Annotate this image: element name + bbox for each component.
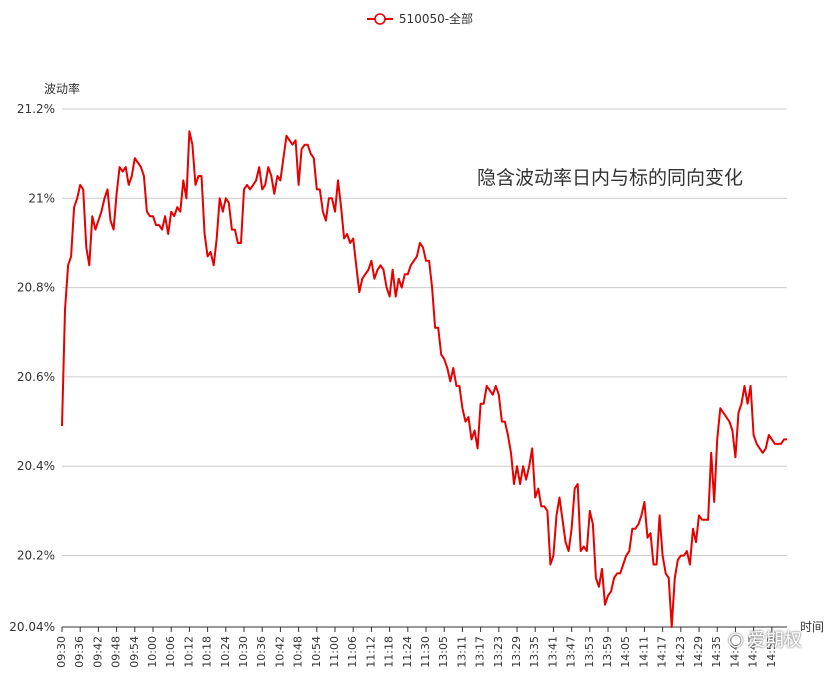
series-line bbox=[61, 130, 787, 628]
watermark-logo-icon: ◉ bbox=[728, 628, 744, 650]
y-tick-label: 20.6% bbox=[17, 370, 55, 384]
x-tick-label: 09:54 bbox=[128, 636, 141, 668]
series-layer bbox=[61, 130, 787, 628]
x-tick-label: 14:11 bbox=[637, 636, 650, 668]
x-tick-label: 13:47 bbox=[565, 636, 578, 668]
x-tick-label: 10:42 bbox=[273, 636, 286, 668]
x-tick-label: 10:54 bbox=[310, 636, 323, 668]
x-tick-label: 14:05 bbox=[619, 636, 632, 668]
x-tick-label: 11:24 bbox=[401, 636, 414, 668]
x-tick-label: 09:48 bbox=[110, 636, 123, 668]
x-tick-label: 14:23 bbox=[674, 636, 687, 668]
x-tick-label: 09:42 bbox=[91, 636, 104, 668]
axes bbox=[61, 626, 787, 632]
x-tick-label: 13:59 bbox=[601, 636, 614, 668]
x-tick-labels: 09:30 09:36 09:42 09:48 09:54 10:00 10:06 10:12… bbox=[55, 636, 778, 668]
x-tick-label: 10:30 bbox=[237, 636, 250, 668]
legend-label: 510050-全部 bbox=[398, 12, 474, 26]
y-tick-label: 21.2% bbox=[17, 102, 55, 116]
x-tick-label: 09:36 bbox=[73, 636, 86, 668]
x-tick-label: 10:12 bbox=[182, 636, 195, 668]
y-axis-title: 波动率 bbox=[44, 82, 81, 96]
legend: 510050-全部 bbox=[0, 10, 840, 30]
x-tick-label: 11:30 bbox=[419, 636, 432, 668]
watermark-text: 爱期权 bbox=[747, 630, 802, 651]
x-tick-label: 09:30 bbox=[55, 636, 68, 668]
x-tick-label: 11:18 bbox=[383, 636, 396, 668]
x-axis-title: 时间 bbox=[800, 620, 825, 634]
y-tick-label: 20.2% bbox=[17, 549, 55, 563]
chart-annotation: 隐含波动率日内与标的同向变化 bbox=[477, 167, 744, 189]
x-tick-label: 14:17 bbox=[656, 636, 669, 668]
x-tick-label: 13:23 bbox=[492, 636, 505, 668]
x-tick-label: 13:29 bbox=[510, 636, 523, 668]
watermark: ◉ 爱期权 bbox=[728, 626, 802, 652]
y-tick-label: 20.4% bbox=[17, 459, 55, 473]
x-tick-label: 10:18 bbox=[201, 636, 214, 668]
x-tick-label: 11:12 bbox=[364, 636, 377, 668]
x-tick-label: 14:35 bbox=[710, 636, 723, 668]
x-tick-label: 14:29 bbox=[692, 636, 705, 668]
y-tick-label: 20.04% bbox=[9, 620, 55, 634]
legend-line-circle-icon bbox=[366, 12, 393, 25]
x-tick-label: 14:47 bbox=[747, 636, 760, 668]
x-tick-label: 13:05 bbox=[437, 636, 450, 668]
gridlines bbox=[62, 108, 787, 557]
x-tick-label: 14:53 bbox=[765, 636, 778, 668]
x-tick-label: 13:17 bbox=[474, 636, 487, 668]
x-tick-label: 10:06 bbox=[164, 636, 177, 668]
y-tick-label: 20.8% bbox=[17, 281, 55, 295]
y-tick-labels: 20.04% 20.2% 20.4% 20.6% 20.8% 21% 21.2% bbox=[9, 102, 55, 634]
x-tick-label: 10:36 bbox=[255, 636, 268, 668]
x-tick-label: 13:41 bbox=[546, 636, 559, 668]
x-tick-label: 11:00 bbox=[328, 636, 341, 668]
x-tick-label: 13:53 bbox=[583, 636, 596, 668]
x-tick-label: 14:41 bbox=[728, 636, 741, 668]
x-tick-label: 10:24 bbox=[219, 636, 232, 668]
x-tick-label: 10:00 bbox=[146, 636, 159, 668]
x-tick-label: 10:48 bbox=[292, 636, 305, 668]
y-tick-label: 21% bbox=[28, 191, 55, 205]
legend-item[interactable]: 510050-全部 bbox=[366, 10, 474, 27]
x-tick-label: 11:06 bbox=[346, 636, 359, 668]
x-tick-label: 13:35 bbox=[528, 636, 541, 668]
x-tick-label: 13:11 bbox=[455, 636, 468, 668]
